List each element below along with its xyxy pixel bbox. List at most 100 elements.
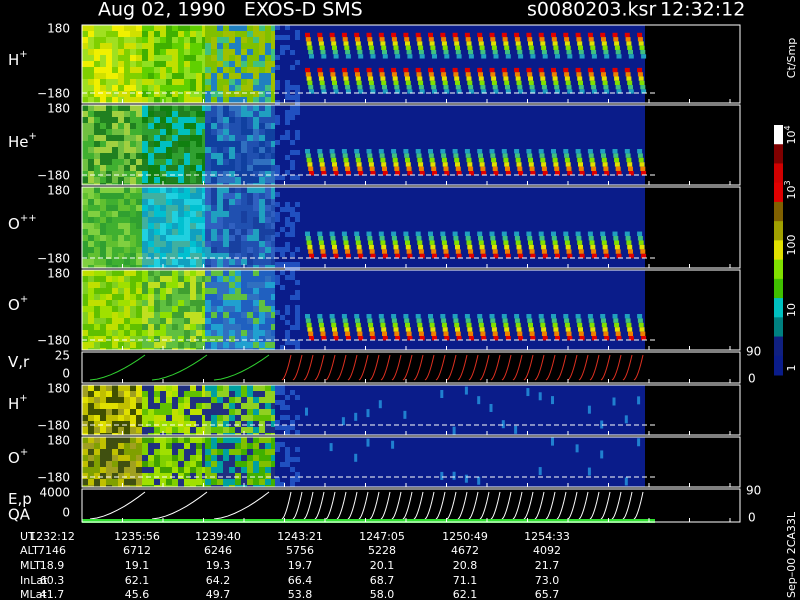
beam-cell	[455, 85, 461, 90]
beam-cell	[514, 72, 520, 77]
spectrogram-cell	[265, 49, 271, 55]
spectrogram-cell	[295, 395, 300, 400]
spectrogram-cell	[285, 340, 290, 345]
spectrogram-cell	[136, 473, 142, 479]
beam-cell	[442, 162, 448, 167]
spectrogram-cell	[178, 443, 184, 449]
spectrogram-cell	[290, 295, 295, 300]
spectrogram-cell	[112, 306, 118, 312]
beam-cell	[590, 327, 596, 332]
spectrogram-cell	[265, 253, 271, 259]
spectrogram-cell	[124, 177, 130, 183]
spectrogram-cell	[136, 187, 142, 193]
spectrogram-cell	[112, 183, 118, 185]
spectrogram-cell	[136, 397, 142, 403]
spectrogram-cell	[142, 391, 148, 397]
spectrogram-cell	[202, 443, 205, 449]
beam-cell	[540, 322, 546, 328]
spectrogram-cell	[172, 85, 178, 91]
beam-cell	[563, 231, 569, 237]
spectrogram-cell	[259, 165, 265, 171]
spectrogram-cell	[285, 425, 290, 430]
beam-cell	[587, 405, 591, 414]
spectrogram-cell	[160, 229, 166, 235]
beam-cell	[452, 67, 458, 73]
spectrogram-cell	[100, 177, 106, 183]
spectrogram-cell	[235, 73, 241, 79]
spectrogram-cell	[290, 212, 295, 217]
beam-cell	[465, 153, 471, 158]
beam-cell	[319, 162, 325, 167]
spectrogram-cell	[241, 123, 247, 129]
beam-cell	[342, 318, 348, 323]
spectrogram-cell	[136, 485, 142, 487]
spectrogram-cell	[280, 45, 285, 50]
spectrogram-cell	[205, 342, 211, 348]
tick-label: 180	[47, 184, 70, 198]
spectrogram-cell	[82, 253, 88, 259]
spectrogram-cell	[112, 91, 118, 97]
spectrogram-cell	[178, 205, 184, 211]
colorbar-label: 104	[783, 125, 799, 144]
beam-cell	[455, 166, 461, 171]
spectrogram-cell	[223, 147, 229, 153]
spectrogram-cell	[100, 187, 106, 193]
beam-cell	[554, 331, 560, 336]
spectrogram-cell	[265, 159, 271, 165]
spectrogram-cell	[172, 79, 178, 85]
spectrogram-cell	[148, 397, 154, 403]
spectrogram-cell	[223, 223, 229, 229]
spectrogram-cell	[184, 433, 190, 435]
spectrogram-cell	[196, 31, 202, 37]
spectrogram-cell	[211, 288, 217, 294]
spectrogram-cell	[190, 288, 196, 294]
spectrogram-cell	[247, 427, 253, 433]
spectrogram-cell	[217, 61, 223, 67]
trace	[325, 491, 336, 520]
spectrogram-cell	[205, 217, 211, 223]
spectrogram-cell	[253, 427, 259, 433]
beam-cell	[466, 41, 472, 46]
beam-cell	[419, 171, 425, 176]
beam-cell	[505, 331, 510, 336]
beam-cell	[455, 249, 461, 254]
colorbar-segment	[774, 240, 783, 261]
beam-cell	[489, 403, 493, 412]
spectrogram-cell	[112, 385, 118, 391]
row-value: 4092	[533, 544, 561, 557]
spectrogram-cell	[166, 288, 172, 294]
spectrogram-cell	[184, 111, 190, 117]
label-charge: +	[19, 49, 27, 60]
spectrogram-cell	[130, 223, 136, 229]
spectrogram-cell	[178, 294, 184, 300]
spectrogram-cell	[184, 330, 190, 336]
spectrogram-cell	[172, 147, 178, 153]
spectrogram-cell	[223, 37, 229, 43]
spectrogram-cell	[106, 49, 112, 55]
spectrogram-cell	[211, 223, 217, 229]
spectrogram-cell	[217, 105, 223, 111]
beam-cell	[627, 80, 633, 86]
spectrogram-cell	[124, 473, 130, 479]
spectrogram-cell	[253, 217, 259, 223]
beam-cell	[628, 54, 634, 59]
beam-cell	[504, 45, 510, 50]
spectrogram-cell	[235, 241, 241, 247]
spectrogram-cell	[211, 455, 217, 461]
beam-cell	[590, 80, 596, 86]
beam-cell	[591, 336, 597, 341]
spectrogram-cell	[166, 348, 172, 350]
beam-cell	[405, 45, 411, 50]
spectrogram-cell	[196, 247, 202, 253]
spectrogram-cell	[94, 37, 100, 43]
spectrogram-cell	[265, 61, 271, 67]
trace	[622, 491, 633, 520]
beam-cell	[578, 331, 584, 336]
spectrogram-cell	[265, 433, 271, 435]
spectrogram-cell	[160, 43, 166, 49]
beam-cell	[403, 410, 407, 419]
beam-cell	[418, 49, 424, 55]
trace	[413, 491, 424, 520]
spectrogram-cell	[290, 420, 295, 425]
spectrogram-cell	[178, 111, 184, 117]
